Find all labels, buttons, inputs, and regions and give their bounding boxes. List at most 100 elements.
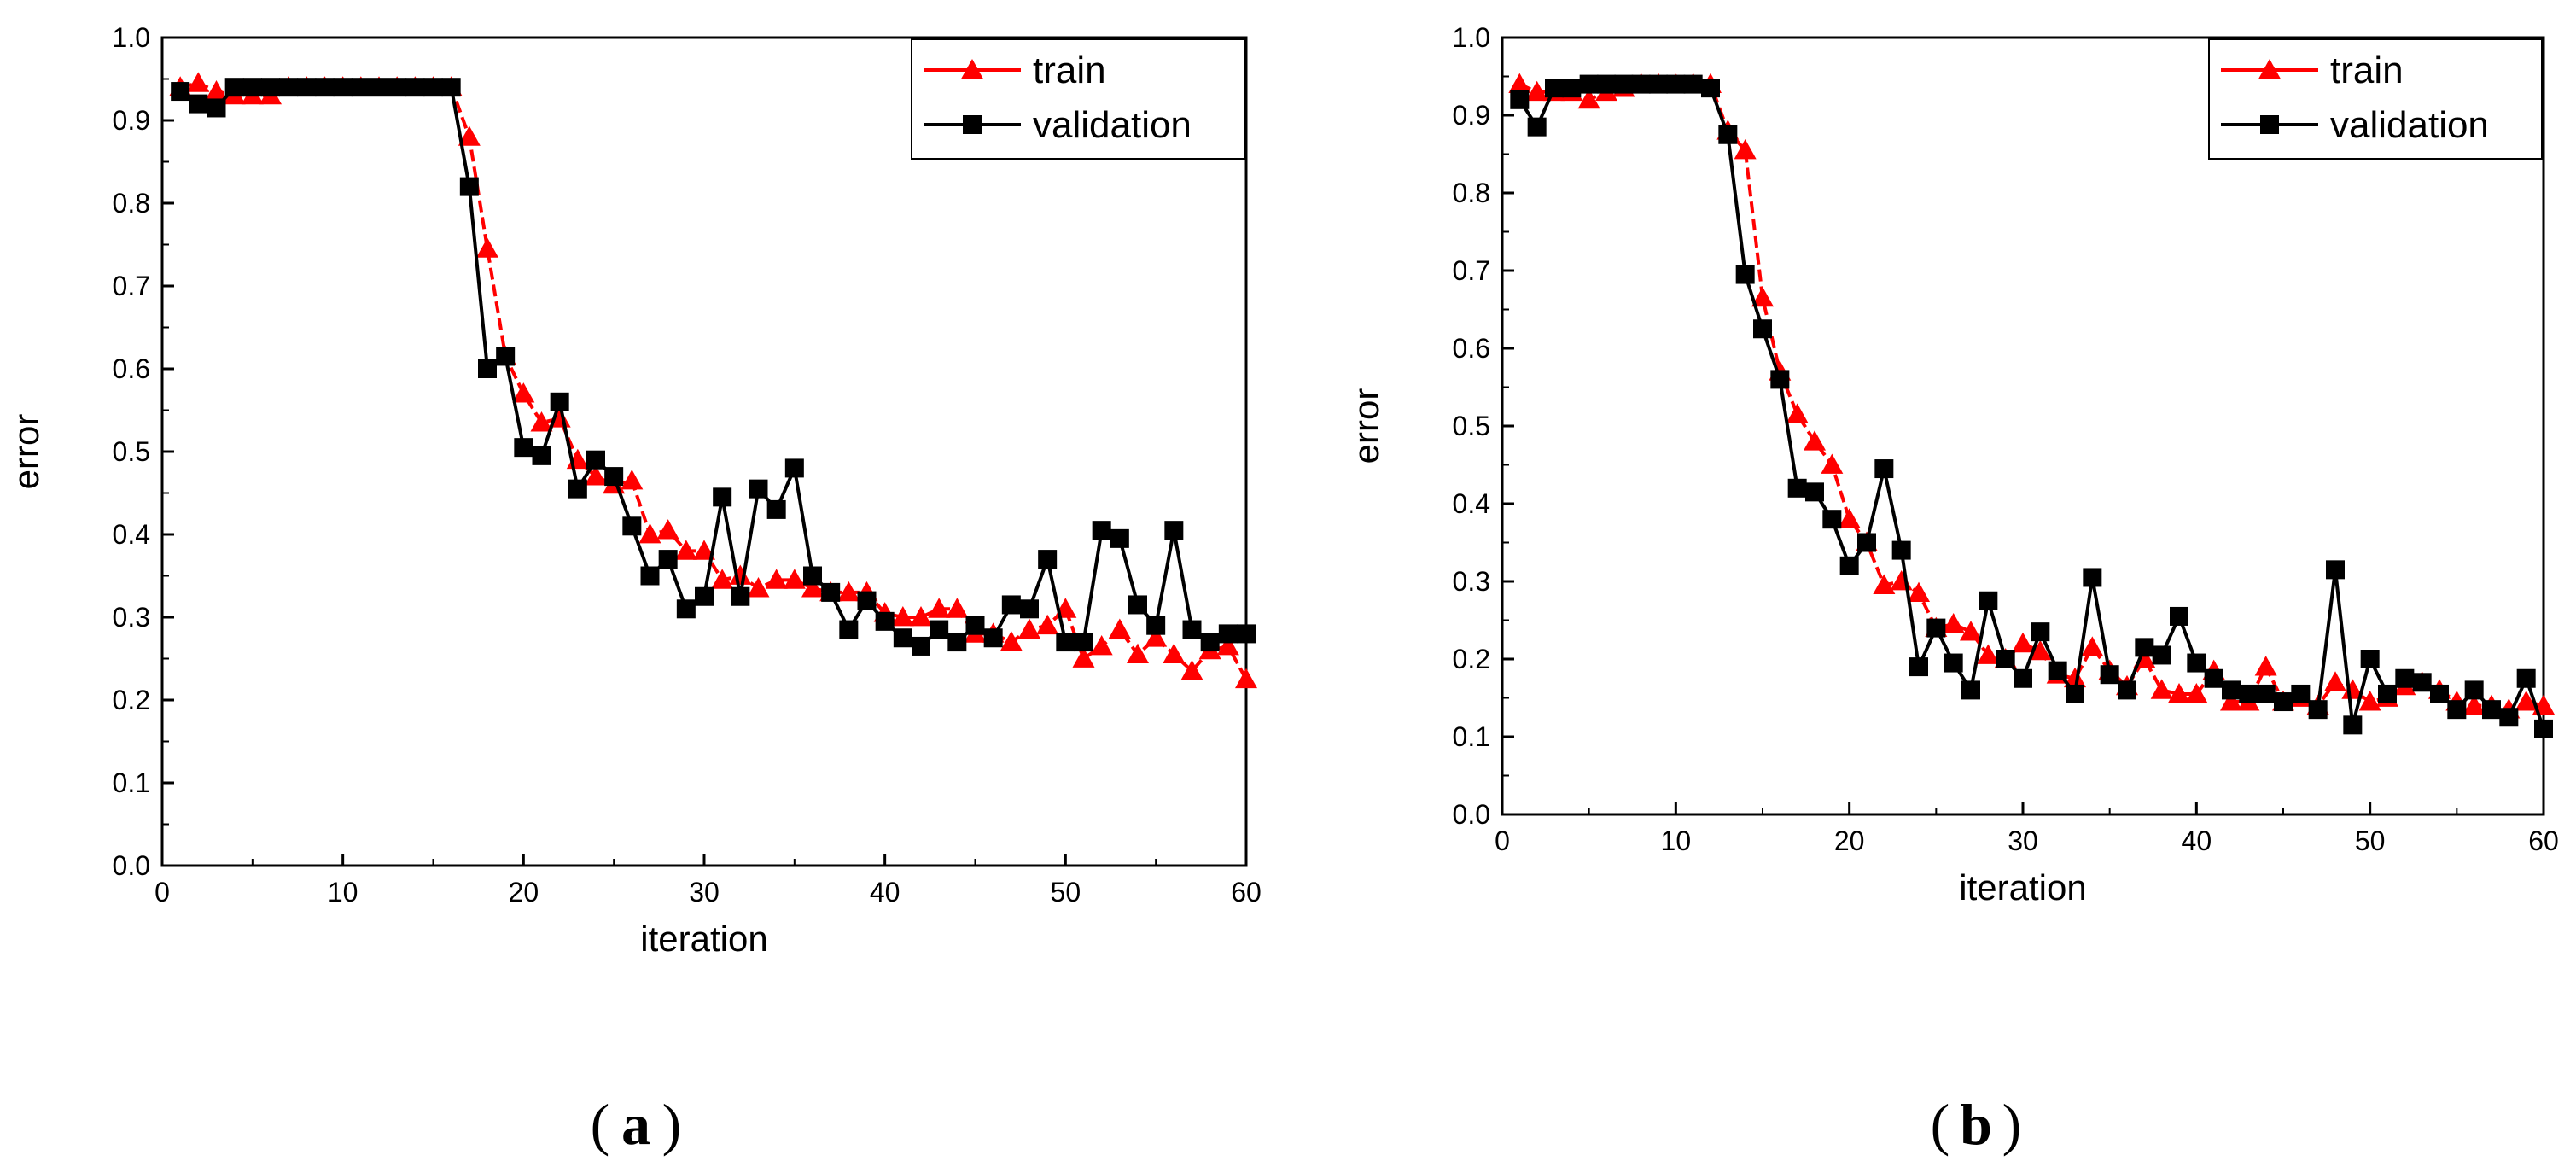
data-point-validation bbox=[2308, 700, 2328, 720]
y-tick-label: 0.6 bbox=[113, 353, 150, 384]
data-point-validation bbox=[1597, 74, 1616, 94]
x-tick-label: 10 bbox=[328, 877, 358, 907]
legend-marker-shape bbox=[963, 115, 982, 134]
data-point-train bbox=[2029, 639, 2052, 661]
x-tick-label: 20 bbox=[1834, 826, 1865, 856]
x-tick-label: 10 bbox=[1661, 826, 1692, 856]
data-point-train bbox=[638, 523, 661, 544]
data-point-validation bbox=[2066, 684, 2084, 703]
data-point-train bbox=[891, 606, 914, 627]
data-point-validation bbox=[839, 620, 859, 639]
y-tick-label: 1.0 bbox=[113, 22, 150, 53]
data-point-train bbox=[729, 564, 752, 585]
data-point-validation bbox=[1805, 482, 1824, 502]
y-tick-label: 0.1 bbox=[113, 767, 150, 798]
panel-paren-close: ) bbox=[2002, 1092, 2022, 1157]
data-point-validation bbox=[1545, 79, 1564, 98]
data-point-validation bbox=[2447, 700, 2467, 720]
data-point-train bbox=[1960, 621, 1982, 641]
data-point-validation bbox=[2239, 684, 2258, 703]
data-point-validation bbox=[532, 446, 551, 465]
data-point-train bbox=[1036, 614, 1059, 635]
data-point-validation bbox=[2360, 650, 2380, 668]
data-point-validation bbox=[2031, 622, 2050, 642]
x-axis-title: iteration bbox=[1959, 867, 2086, 907]
data-point-train bbox=[765, 569, 788, 589]
data-point-validation bbox=[2152, 645, 2171, 665]
y-tick-label: 0.0 bbox=[1453, 799, 1490, 830]
data-point-validation bbox=[2343, 715, 2363, 735]
data-point-train bbox=[1235, 668, 1257, 689]
data-point-validation bbox=[1683, 74, 1703, 94]
data-point-validation bbox=[1909, 657, 1928, 677]
data-point-train bbox=[1018, 618, 1040, 639]
legend-marker-validation bbox=[2260, 115, 2279, 134]
data-point-validation bbox=[459, 177, 479, 196]
data-point-train bbox=[1838, 508, 1861, 528]
data-point-validation bbox=[1038, 550, 1058, 569]
data-point-validation bbox=[2291, 684, 2311, 703]
data-point-validation bbox=[803, 566, 822, 586]
data-point-validation bbox=[1701, 79, 1720, 98]
data-point-train bbox=[837, 581, 860, 602]
data-point-validation bbox=[1753, 319, 1772, 339]
data-point-validation bbox=[857, 591, 877, 610]
data-point-validation bbox=[2204, 668, 2223, 688]
data-point-validation bbox=[766, 499, 786, 519]
y-tick-label: 0.1 bbox=[1453, 721, 1490, 752]
series-line-train bbox=[1518, 82, 2544, 712]
series-layer bbox=[1508, 73, 2555, 738]
data-point-train bbox=[2185, 682, 2208, 703]
y-axis-title: error bbox=[6, 414, 46, 490]
data-point-train bbox=[2341, 679, 2364, 699]
series-validation bbox=[171, 78, 1256, 656]
data-point-validation bbox=[912, 636, 930, 656]
data-point-validation bbox=[930, 620, 949, 639]
data-point-train bbox=[1145, 627, 1168, 647]
data-point-train bbox=[1508, 73, 1531, 93]
y-tick-label: 0.8 bbox=[113, 188, 150, 219]
data-point-validation bbox=[2222, 680, 2241, 700]
data-point-validation bbox=[604, 467, 624, 487]
data-point-validation bbox=[1649, 74, 1668, 94]
x-tick-label: 50 bbox=[1051, 877, 1081, 907]
data-point-train bbox=[1734, 138, 1757, 160]
data-point-validation bbox=[1074, 633, 1093, 652]
data-point-train bbox=[1000, 631, 1023, 651]
data-point-train bbox=[458, 125, 481, 146]
x-tick-label: 20 bbox=[509, 877, 539, 907]
x-axis-title: iteration bbox=[640, 919, 767, 959]
data-point-train bbox=[187, 72, 210, 92]
data-point-validation bbox=[224, 78, 244, 97]
data-point-validation bbox=[514, 438, 533, 458]
data-point-validation bbox=[875, 611, 895, 631]
data-point-validation bbox=[1110, 528, 1129, 548]
data-point-train bbox=[783, 569, 806, 589]
data-point-validation bbox=[333, 78, 353, 97]
data-point-validation bbox=[1891, 540, 1911, 560]
data-point-validation bbox=[1996, 650, 2015, 668]
y-tick-label: 0.9 bbox=[113, 105, 150, 136]
y-tick-label: 0.5 bbox=[113, 436, 150, 467]
data-point-validation bbox=[965, 616, 985, 635]
data-point-train bbox=[1977, 644, 2000, 664]
data-point-train bbox=[2150, 679, 2173, 699]
data-point-validation bbox=[550, 392, 569, 411]
data-point-validation bbox=[1770, 370, 1790, 389]
y-tick-label: 0.2 bbox=[1453, 644, 1490, 674]
x-tick-labels: 0 10 20 30 40 50 60 bbox=[154, 877, 1262, 907]
x-tick-label: 30 bbox=[689, 877, 720, 907]
series-train bbox=[1508, 73, 2555, 719]
data-point-validation bbox=[388, 78, 407, 97]
tick-marks bbox=[160, 36, 1248, 867]
data-point-validation bbox=[2516, 668, 2536, 688]
data-point-validation bbox=[1562, 79, 1582, 98]
legend: train validation bbox=[911, 38, 1245, 160]
data-point-validation bbox=[947, 633, 967, 652]
panel-caption: ( b ) bbox=[1931, 1092, 2022, 1157]
data-point-train bbox=[674, 540, 697, 560]
y-tick-label: 0.0 bbox=[113, 850, 150, 881]
data-point-validation bbox=[1614, 74, 1634, 94]
data-point-validation bbox=[1857, 533, 1876, 552]
data-point-validation bbox=[2083, 568, 2102, 587]
